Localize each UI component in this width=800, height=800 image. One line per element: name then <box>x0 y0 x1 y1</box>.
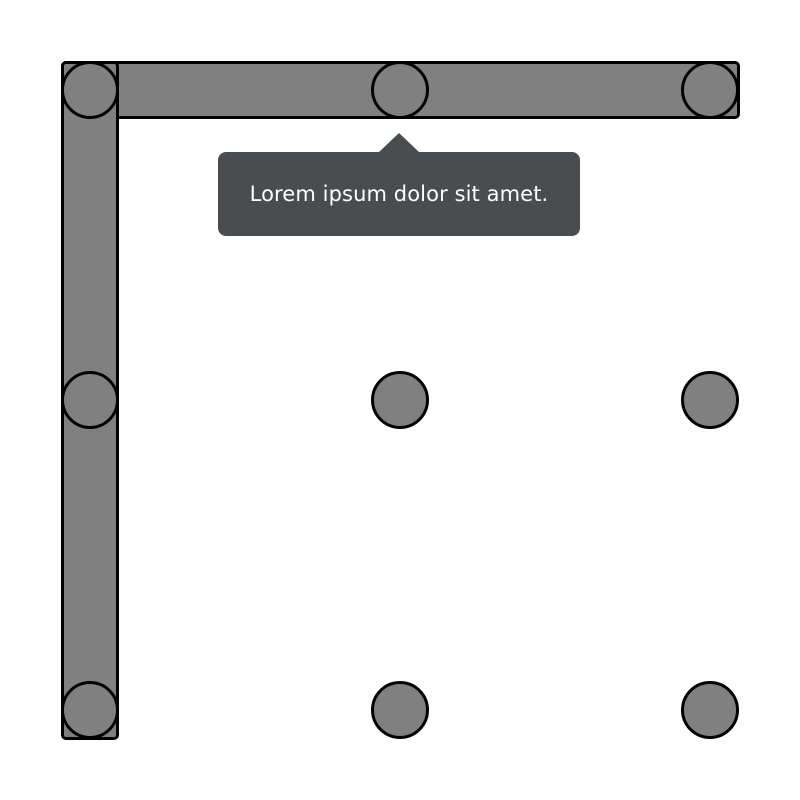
tooltip-arrow <box>379 133 419 152</box>
dot-row-1-col-3[interactable] <box>681 61 739 119</box>
dot-row-2-col-3[interactable] <box>681 371 739 429</box>
dot-row-1-col-2[interactable] <box>371 61 429 119</box>
tooltip: Lorem ipsum dolor sit amet. <box>218 133 580 236</box>
dot-row-3-col-2[interactable] <box>371 681 429 739</box>
tooltip-text: Lorem ipsum dolor sit amet. <box>249 182 549 206</box>
dot-row-2-col-1[interactable] <box>61 371 119 429</box>
dot-row-3-col-1[interactable] <box>61 681 119 739</box>
dot-row-3-col-3[interactable] <box>681 681 739 739</box>
dot-row-2-col-2[interactable] <box>371 371 429 429</box>
dot-row-1-col-1[interactable] <box>61 61 119 119</box>
